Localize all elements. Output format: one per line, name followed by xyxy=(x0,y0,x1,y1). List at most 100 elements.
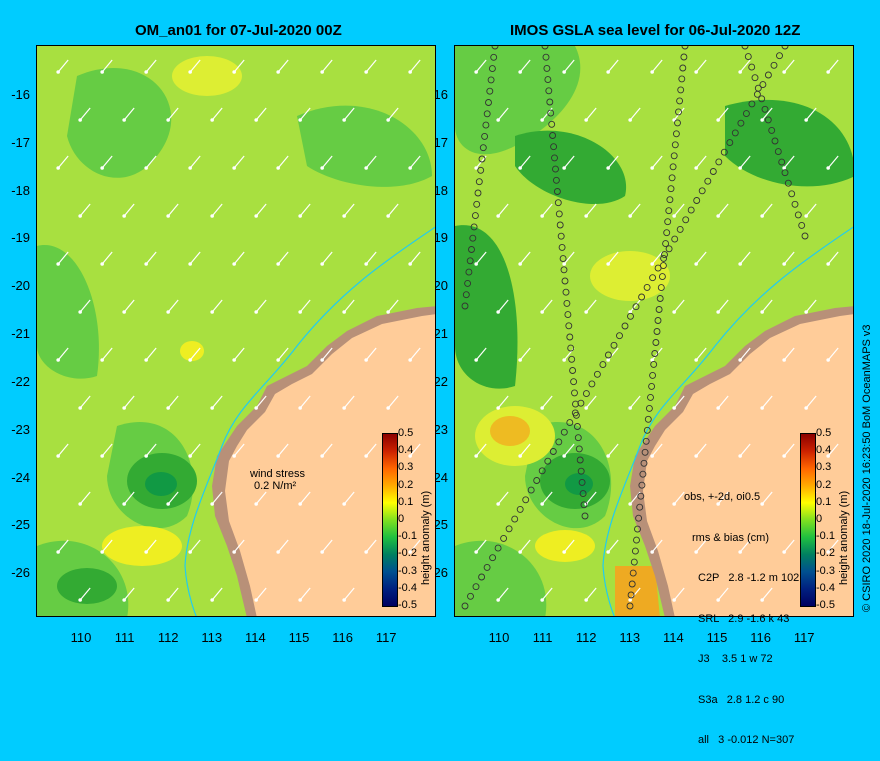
wind-arrow xyxy=(650,443,663,458)
colorbar-tick: 0.1 xyxy=(398,495,414,508)
wind-arrow xyxy=(188,443,201,458)
wind-arrow xyxy=(166,203,179,218)
track-point xyxy=(472,583,480,591)
track-point xyxy=(668,174,676,182)
left-map[interactable] xyxy=(36,45,436,617)
wind-arrow xyxy=(804,299,817,314)
wind-arrow xyxy=(606,539,619,554)
left-map-canvas xyxy=(37,46,435,616)
track-point xyxy=(674,119,681,127)
wind-arrow xyxy=(298,203,311,218)
track-point xyxy=(680,53,688,61)
wind-arrow xyxy=(144,539,157,554)
wind-arrow xyxy=(716,395,729,410)
wind-arrow xyxy=(606,443,619,458)
right-map[interactable] xyxy=(454,45,854,617)
track-point xyxy=(675,108,682,116)
y-tick-label: -18 xyxy=(11,183,30,198)
x-tick-label: 112 xyxy=(157,630,179,645)
track-point xyxy=(561,277,569,285)
wind-arrow xyxy=(298,587,311,602)
wind-arrow xyxy=(364,539,377,554)
wind-arrow xyxy=(694,539,707,554)
colorbar-label-right: height anomaly (m) xyxy=(838,490,850,585)
y-tick-label: -23 xyxy=(11,422,30,437)
wind-arrow xyxy=(540,491,553,506)
wind-arrow xyxy=(628,395,641,410)
track-point xyxy=(758,95,766,103)
track-point xyxy=(791,200,799,208)
track-point xyxy=(677,86,685,94)
track-point xyxy=(473,200,481,208)
wind-arrow xyxy=(408,443,421,458)
track-point xyxy=(715,158,723,166)
track-point xyxy=(655,306,663,313)
track-point xyxy=(671,235,679,243)
wind-arrow xyxy=(826,347,839,362)
track-point xyxy=(468,246,475,253)
wind-arrow xyxy=(364,443,377,458)
track-point xyxy=(731,129,739,137)
wind-arrow xyxy=(320,155,333,170)
wind-arrow xyxy=(320,539,333,554)
wind-arrow xyxy=(562,155,575,170)
track-point xyxy=(664,218,672,226)
x-tick-label: 115 xyxy=(706,630,728,645)
wind-arrow xyxy=(738,539,751,554)
x-tick-label: 112 xyxy=(575,630,597,645)
wind-arrow xyxy=(56,59,69,74)
track-point xyxy=(764,116,772,124)
track-point xyxy=(489,554,497,562)
wind-arrow xyxy=(276,443,289,458)
track-point xyxy=(679,64,687,72)
track-point xyxy=(748,63,756,71)
wind-arrow xyxy=(364,347,377,362)
track-point xyxy=(654,264,662,272)
y-tick-label: -26 xyxy=(11,565,30,580)
wind-arrow xyxy=(716,491,729,506)
track-point xyxy=(564,311,572,319)
wind-arrow xyxy=(100,155,113,170)
wind-arrow xyxy=(518,539,531,554)
wind-arrow xyxy=(276,539,289,554)
wind-arrow xyxy=(122,107,135,122)
wind-arrow xyxy=(298,395,311,410)
track-point xyxy=(575,445,583,453)
track-point xyxy=(478,573,486,581)
wind-arrow xyxy=(78,299,91,314)
right-colorbar xyxy=(800,433,816,607)
wind-arrow xyxy=(210,107,223,122)
track-point xyxy=(577,399,585,407)
wind-arrow xyxy=(760,203,773,218)
track-point xyxy=(569,367,577,374)
track-point xyxy=(570,378,578,386)
wind-arrow xyxy=(276,347,289,362)
track-point xyxy=(693,197,701,204)
x-tick-label: 116 xyxy=(332,630,353,645)
wind-arrow xyxy=(210,587,223,602)
wind-arrow xyxy=(518,251,531,266)
track-point xyxy=(551,154,558,162)
track-point xyxy=(687,206,695,214)
track-point xyxy=(555,438,563,446)
wind-arrow xyxy=(540,299,553,314)
wind-arrow xyxy=(562,443,575,458)
track-point xyxy=(801,232,809,240)
track-point xyxy=(627,591,635,599)
wind-arrow xyxy=(408,347,421,362)
track-point xyxy=(548,120,556,128)
track-point xyxy=(578,478,586,486)
wind-arrow xyxy=(782,443,795,458)
wind-arrow xyxy=(254,587,267,602)
wind-arrow xyxy=(760,107,773,122)
wind-arrow xyxy=(342,491,355,506)
track-point xyxy=(634,525,641,533)
wind-arrow xyxy=(694,347,707,362)
wind-arrow xyxy=(804,203,817,218)
wind-arrow xyxy=(56,539,69,554)
wind-arrow xyxy=(100,539,113,554)
track-point xyxy=(744,53,752,61)
wind-arrow xyxy=(298,107,311,122)
wind-arrow xyxy=(518,155,531,170)
wind-arrow xyxy=(518,59,531,74)
